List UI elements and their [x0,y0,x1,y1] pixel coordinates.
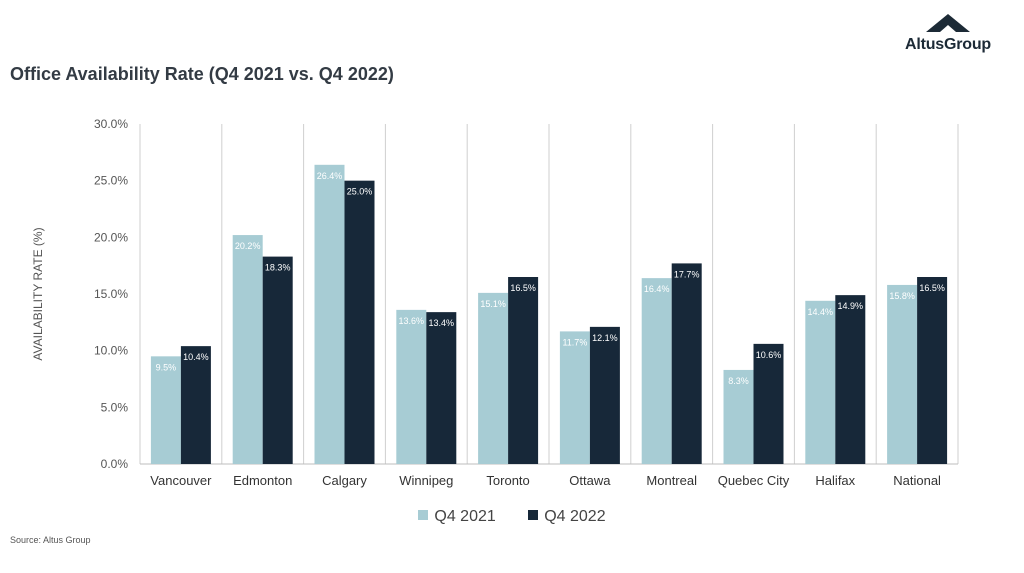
data-label-q4-2022: 17.7% [674,269,700,279]
x-tick-label: Quebec City [718,473,790,488]
bar-q4-2021 [396,309,427,464]
data-label-q4-2021: 26.4% [317,171,343,181]
legend-item-q4-2022: Q4 2022 [528,508,606,526]
bar-q4-2021 [805,300,836,464]
legend-label-q4-2022: Q4 2022 [544,508,606,525]
bar-q4-2022 [835,295,866,464]
bar-q4-2021 [559,331,590,464]
legend-item-q4-2021: Q4 2021 [418,508,496,526]
y-tick-label: 10.0% [94,344,128,358]
y-tick-label: 25.0% [94,174,128,188]
bar-q4-2021 [887,284,918,464]
data-label-q4-2022: 18.3% [265,263,291,273]
data-label-q4-2021: 11.7% [562,337,587,347]
data-label-q4-2021: 14.4% [808,307,834,317]
bar-q4-2022 [344,180,375,464]
chart-title: Office Availability Rate (Q4 2021 vs. Q4… [10,64,394,84]
bar-q4-2022 [671,263,702,464]
x-tick-label: Winnipeg [399,473,453,488]
data-label-q4-2022: 25.0% [347,187,373,197]
legend-swatch-q4-2021 [418,510,429,520]
data-label-q4-2022: 10.4% [183,352,209,362]
x-tick-label: Edmonton [233,473,292,488]
bar-q4-2021 [478,292,509,464]
bar-q4-2022 [508,277,539,464]
legend-label-q4-2021: Q4 2021 [434,508,496,525]
bar-q4-2021 [232,235,263,464]
x-tick-label: Ottawa [569,473,611,488]
chart-legend: Q4 2021 Q4 2022 [0,508,1024,526]
logo-text: AltusGroup [905,36,991,53]
bar-q4-2022 [917,277,948,464]
altus-group-logo: AltusGroup [893,12,1003,58]
legend-swatch-q4-2022 [528,510,539,520]
data-label-q4-2022: 16.5% [919,283,945,293]
data-label-q4-2022: 10.6% [756,350,782,360]
data-label-q4-2021: 20.2% [235,241,261,251]
bar-q4-2022 [589,326,620,464]
bar-q4-2022 [753,343,784,464]
data-label-q4-2021: 13.6% [399,316,425,326]
y-tick-label: 0.0% [101,457,129,471]
bar-q4-2021 [723,369,754,464]
bar-q4-2022 [426,312,457,464]
y-tick-label: 20.0% [94,230,128,244]
y-tick-label: 5.0% [101,400,129,414]
data-label-q4-2022: 13.4% [429,318,455,328]
x-tick-label: Vancouver [150,473,212,488]
data-label-q4-2021: 15.1% [480,299,506,309]
bar-q4-2022 [262,256,293,464]
data-label-q4-2022: 16.5% [510,283,536,293]
y-axis-label: AVAILABILITY RATE (%) [31,227,45,360]
x-tick-label: Calgary [322,473,367,488]
data-label-q4-2021: 9.5% [156,362,177,372]
data-label-q4-2022: 14.9% [838,301,864,311]
bar-q4-2021 [314,164,345,465]
x-tick-label: Toronto [486,473,529,488]
x-tick-label: Halifax [815,473,855,488]
bar-q4-2021 [150,356,181,464]
mountain-peak-icon [926,14,970,32]
data-label-q4-2021: 15.8% [889,291,915,301]
x-tick-label: Montreal [646,473,697,488]
bar-q4-2021 [641,278,672,464]
bar-q4-2022 [180,346,211,464]
data-label-q4-2021: 16.4% [644,284,670,294]
x-tick-label: National [893,473,941,488]
data-label-q4-2021: 8.3% [728,376,749,386]
data-label-q4-2022: 12.1% [592,333,618,343]
y-tick-label: 30.0% [94,117,128,131]
y-tick-label: 15.0% [94,287,128,301]
source-note: Source: Altus Group [10,535,91,545]
